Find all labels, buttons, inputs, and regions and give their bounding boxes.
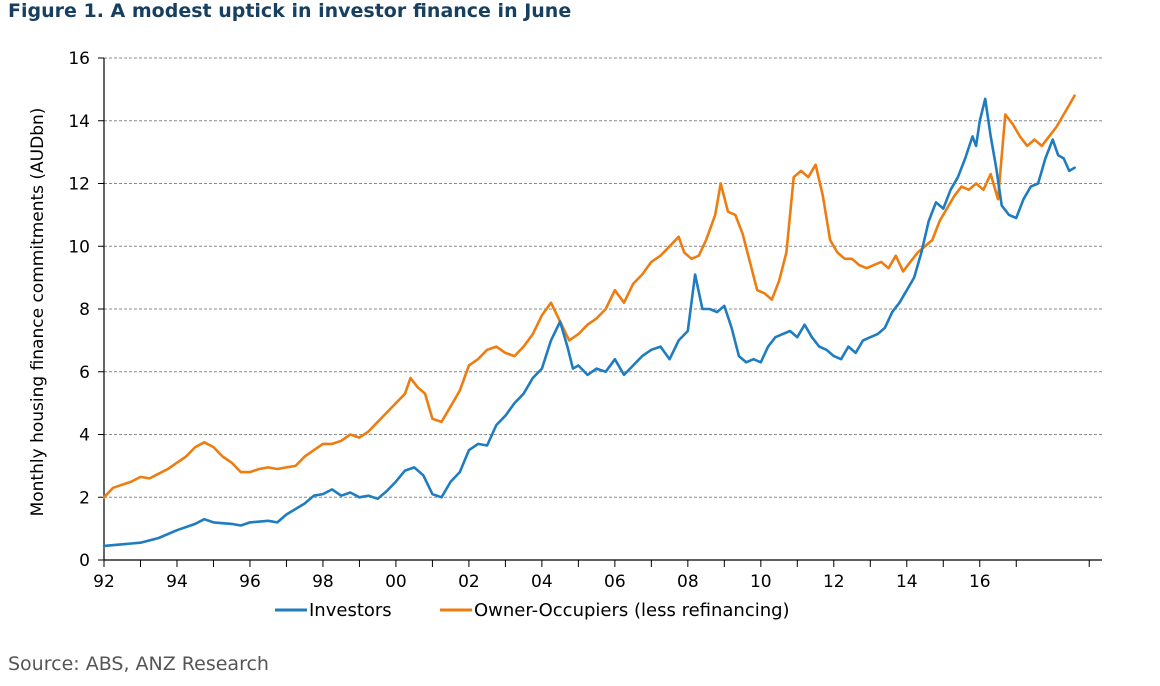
legend-label: Investors [309, 600, 392, 621]
x-tick-label: 08 [677, 572, 699, 592]
x-tick-label: 02 [458, 572, 480, 592]
x-tick-label: 04 [531, 572, 553, 592]
x-tick-label: 96 [239, 572, 261, 592]
x-tick-label: 10 [750, 572, 772, 592]
x-axis-ticks: 92 94 96 98 00 02 04 06 08 10 12 14 16 [93, 560, 1090, 592]
x-tick-label: 92 [93, 572, 115, 592]
source-note: Source: ABS, ANZ Research [8, 653, 269, 675]
x-tick-label: 16 [969, 572, 991, 592]
y-tick-label: 14 [68, 112, 90, 132]
series-line-owner-occupiers [102, 94, 1076, 499]
y-tick-label: 16 [68, 49, 90, 69]
grid-lines [104, 57, 1102, 498]
x-tick-label: 06 [604, 572, 626, 592]
legend-label: Owner-Occupiers (less refinancing) [474, 600, 790, 621]
x-tick-label: 00 [385, 572, 407, 592]
y-tick-label: 10 [68, 237, 90, 257]
y-tick-label: 8 [79, 300, 90, 320]
legend: Investors Owner-Occupiers (less refinanci… [275, 600, 790, 621]
chart-title: Figure 1. A modest uptick in investor fi… [8, 0, 572, 22]
x-tick-label: 94 [166, 572, 188, 592]
series-line-investors [102, 97, 1076, 548]
x-tick-label: 98 [312, 572, 334, 592]
y-tick-label: 12 [68, 175, 90, 195]
y-axis-label: Monthly housing finance commitments (AUD… [28, 108, 48, 517]
y-tick-label: 6 [79, 363, 90, 383]
series-group [102, 94, 1076, 548]
y-tick-label: 2 [79, 488, 90, 508]
y-axis-ticks: 0 2 4 6 8 10 12 14 16 [68, 49, 104, 571]
axes [103, 58, 1102, 561]
x-tick-label: 14 [896, 572, 918, 592]
y-tick-label: 4 [79, 426, 90, 446]
y-tick-label: 0 [79, 551, 90, 571]
x-tick-label: 12 [823, 572, 845, 592]
